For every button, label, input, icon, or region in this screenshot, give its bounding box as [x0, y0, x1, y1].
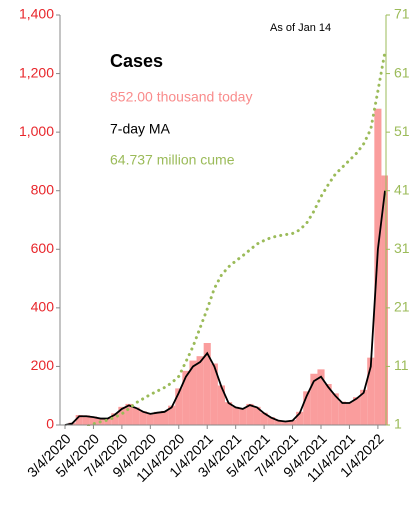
bar — [203, 343, 211, 425]
bar — [274, 420, 282, 425]
y-tick-label: 1,200 — [19, 64, 54, 80]
legend-label: 64.737 million cume — [110, 152, 235, 168]
y2-tick-label: 1 — [394, 416, 402, 432]
bar — [267, 417, 275, 425]
y-tick-label: 0 — [46, 416, 54, 432]
bar — [310, 373, 318, 425]
plot-area — [61, 50, 388, 426]
bar — [75, 415, 83, 425]
bar — [338, 401, 346, 425]
bar — [111, 413, 119, 425]
bar — [331, 393, 339, 425]
bar — [324, 384, 332, 425]
bar — [260, 412, 268, 425]
bar — [104, 418, 112, 425]
bar — [360, 389, 368, 425]
y-tick-label: 800 — [31, 181, 55, 197]
bar — [303, 391, 311, 425]
chart-title: Cases — [110, 51, 163, 71]
bar — [153, 411, 161, 425]
bar — [381, 175, 388, 425]
bar — [232, 406, 240, 425]
bar — [225, 402, 233, 425]
bar — [239, 408, 247, 425]
bar — [132, 407, 140, 425]
bar — [168, 405, 176, 425]
bar — [118, 406, 126, 425]
bar — [82, 415, 90, 425]
bar — [182, 370, 190, 425]
legend-label: 7-day MA — [110, 121, 171, 137]
bar — [125, 403, 133, 425]
bar — [345, 402, 353, 425]
legend-label: 852.00 thousand today — [110, 89, 252, 105]
bar — [139, 411, 147, 425]
y-tick-label: 1,000 — [19, 123, 54, 139]
bar — [367, 357, 375, 425]
bar — [374, 108, 382, 425]
y2-tick-label: 41 — [394, 181, 410, 197]
y2-tick-label: 21 — [394, 299, 410, 315]
bar — [281, 421, 289, 425]
y-tick-label: 200 — [31, 357, 55, 373]
y-tick-label: 1,400 — [19, 6, 54, 22]
bar — [196, 356, 204, 425]
bar — [289, 420, 297, 425]
bar — [246, 403, 254, 425]
bar — [161, 410, 169, 425]
annotation: As of Jan 14 — [270, 22, 331, 34]
y2-tick-label: 71 — [394, 6, 410, 22]
y2-tick-label: 61 — [394, 64, 410, 80]
bar — [353, 397, 361, 425]
bar — [296, 411, 304, 425]
bar — [317, 369, 325, 425]
cume-line — [83, 50, 387, 426]
bar — [217, 385, 225, 425]
bar — [89, 416, 97, 425]
bar — [253, 406, 261, 425]
y2-tick-label: 51 — [394, 123, 410, 139]
y-tick-label: 600 — [31, 240, 55, 256]
bar — [175, 388, 183, 425]
bar — [189, 360, 197, 425]
bar — [146, 413, 154, 425]
ma-line — [64, 190, 386, 426]
y2-tick-label: 31 — [394, 240, 410, 256]
y-tick-label: 400 — [31, 299, 55, 315]
y2-tick-label: 11 — [394, 357, 409, 373]
bar — [210, 363, 218, 425]
